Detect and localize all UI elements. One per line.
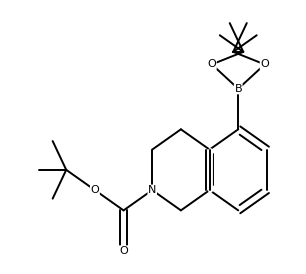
Text: O: O: [207, 59, 216, 69]
Text: B: B: [234, 84, 242, 94]
Text: O: O: [260, 59, 269, 69]
Text: N: N: [148, 185, 156, 195]
Text: O: O: [91, 185, 99, 195]
Text: O: O: [119, 246, 128, 256]
